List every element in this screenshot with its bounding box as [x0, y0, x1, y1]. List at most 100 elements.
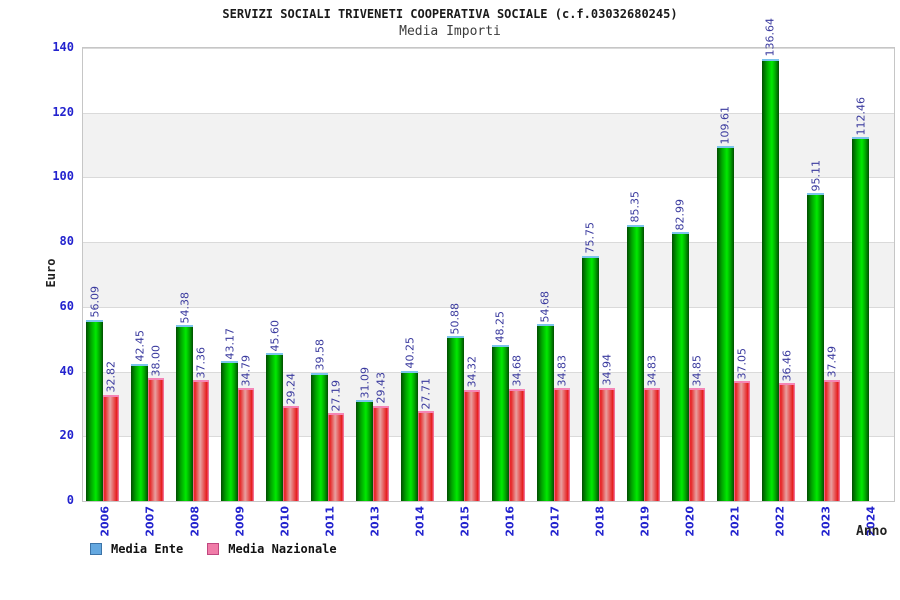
bar-media-ente-2022: 136.64 — [761, 18, 779, 501]
bar-media-ente-2017: 54.68 — [536, 291, 554, 501]
x-tick-label-2010: 2010 — [278, 506, 292, 537]
legend-label-media-ente: Media Ente — [111, 542, 184, 556]
bar-media-ente-2018: 75.75 — [581, 222, 599, 501]
bar-media-nazionale-2018: 34.94 — [598, 354, 615, 501]
bar-media-ente-2013: 31.09 — [356, 367, 374, 501]
bar-media-nazionale-2013: 29.43 — [373, 372, 390, 501]
bar-media-ente-2011: 39.58 — [311, 339, 329, 501]
year-group-2007: 42.45 38.00 2007 — [128, 48, 173, 537]
bar-media-nazionale-2021: 37.05 — [733, 348, 750, 501]
bar-media-ente-2009: 43.17 — [221, 328, 239, 501]
bar-value-label: 29.24 — [284, 372, 298, 405]
bar-media-nazionale-2009: 34.79 — [238, 355, 255, 501]
bar-media-nazionale-2022: 36.46 — [778, 350, 795, 501]
year-group-2023: 95.11 37.49 2023 — [804, 48, 849, 537]
year-group-2024: 112.46 2024 — [849, 48, 894, 537]
bar-value-label: 34.79 — [239, 354, 253, 387]
chart-title: SERVIZI SOCIALI TRIVENETI COOPERATIVA SO… — [222, 7, 678, 21]
year-group-2020: 82.99 34.85 2020 — [669, 48, 714, 537]
bar-media-ente-2023: 95.11 — [807, 160, 824, 501]
bar-media-nazionale-2017: 34.83 — [553, 355, 570, 501]
legend-item-media-nazionale: Media Nazionale — [207, 542, 337, 556]
year-group-2016: 48.25 34.68 2016 — [489, 48, 534, 537]
bar-value-label: 36.46 — [780, 349, 794, 382]
year-group-2015: 50.88 34.32 2015 — [444, 48, 489, 537]
bar-value-label: 37.36 — [194, 346, 208, 379]
x-tick-label-2019: 2019 — [638, 506, 652, 537]
year-group-2006: 56.09 32.82 2006 — [83, 48, 128, 537]
legend-label-media-nazionale: Media Nazionale — [228, 542, 337, 556]
bar-value-label: 34.68 — [510, 355, 524, 387]
bar-value-label: 109.61 — [718, 105, 732, 145]
bar-media-nazionale-2008: 37.36 — [193, 347, 210, 501]
bar-value-label: 37.49 — [825, 346, 839, 378]
bar-media-ente-2019: 85.35 — [626, 191, 644, 501]
bar-media-ente-2016: 48.25 — [491, 311, 509, 501]
x-tick-label-2015: 2015 — [458, 506, 472, 537]
bar-media-ente-2006: 56.09 — [86, 286, 103, 501]
year-group-2009: 43.17 34.79 2009 — [218, 48, 263, 537]
bar-media-ente-2021: 109.61 — [716, 106, 734, 501]
plot-band — [83, 371, 894, 437]
y-tick-label: 80 — [59, 234, 74, 249]
x-tick-label-2016: 2016 — [503, 506, 517, 537]
bar-value-label: 136.64 — [763, 18, 777, 57]
bar-value-label: 45.60 — [268, 319, 282, 352]
x-tick-label-2009: 2009 — [233, 506, 247, 537]
plot-band — [83, 242, 894, 307]
chart-subtitle: Media Importi — [399, 24, 501, 39]
bar-media-nazionale-2007: 38.00 — [148, 345, 165, 501]
bar-media-nazionale-2010: 29.24 — [283, 373, 300, 501]
bar-media-ente-2024: 112.46 — [852, 97, 870, 501]
bar-value-label: 82.99 — [673, 198, 687, 231]
y-tick-label: 120 — [52, 104, 74, 119]
x-tick-label-2023: 2023 — [818, 506, 832, 537]
year-group-2021: 109.61 37.05 2021 — [714, 48, 759, 537]
plot-area: 56.09 32.82 2006 42.45 38.00 2007 54.38 37.36 20… — [82, 18, 895, 537]
x-tick-label-2020: 2020 — [683, 506, 697, 537]
year-group-2013: 31.09 29.43 2013 — [353, 48, 398, 537]
bar-value-label: 27.71 — [419, 377, 433, 410]
bar-value-label: 38.00 — [149, 344, 163, 377]
bar-media-ente-2010: 45.60 — [266, 320, 284, 501]
bar-value-label: 31.09 — [358, 366, 372, 399]
bar-value-label: 32.82 — [104, 361, 118, 393]
bar-value-label: 40.25 — [403, 337, 417, 369]
y-tick-label: 140 — [52, 40, 74, 54]
year-group-2011: 39.58 27.19 2011 — [308, 48, 353, 537]
media-ente-swatch-icon — [90, 543, 102, 555]
year-group-2019: 85.35 34.83 2019 — [624, 48, 669, 537]
bar-media-ente-2014: 40.25 — [401, 337, 419, 501]
plot-band — [83, 436, 894, 501]
x-tick-label-2022: 2022 — [773, 506, 787, 537]
bar-value-label: 34.94 — [600, 354, 614, 386]
bar-value-label: 54.38 — [178, 291, 192, 324]
x-tick-label-2021: 2021 — [728, 506, 742, 537]
bar-value-label: 29.43 — [374, 372, 388, 404]
bar-media-ente-2008: 54.38 — [176, 292, 194, 501]
x-tick-label-2006: 2006 — [97, 506, 111, 537]
bar-media-nazionale-2020: 34.85 — [688, 355, 705, 501]
y-axis-title: Euro — [44, 258, 58, 288]
bar-value-label: 27.19 — [329, 379, 343, 412]
bar-value-label: 75.75 — [583, 222, 597, 254]
bar-value-label: 42.45 — [133, 330, 147, 362]
year-group-2022: 136.64 36.46 2022 — [759, 18, 804, 537]
bar-value-label: 95.11 — [809, 159, 822, 192]
y-axis: 0 20 40 60 80 100 120 140 — [0, 40, 74, 507]
bar-media-ente-2020: 82.99 — [671, 199, 689, 501]
x-tick-label-2014: 2014 — [413, 506, 427, 537]
bar-value-label: 34.83 — [645, 354, 659, 387]
plot-band — [83, 48, 894, 113]
y-tick-label: 60 — [59, 298, 74, 313]
bar-value-label: 54.68 — [538, 290, 552, 323]
plot-band — [83, 177, 894, 243]
media-nazionale-swatch-icon — [207, 543, 220, 555]
bar-media-nazionale-2011: 27.19 — [328, 380, 345, 501]
year-group-2014: 40.25 27.71 2014 — [398, 48, 443, 537]
bar-media-nazionale-2006: 32.82 — [103, 361, 119, 501]
x-axis-title: Anno — [856, 524, 888, 539]
x-tick-label-2013: 2013 — [368, 506, 382, 537]
bar-value-label: 34.85 — [690, 354, 704, 387]
bar-media-ente-2007: 42.45 — [131, 330, 149, 501]
